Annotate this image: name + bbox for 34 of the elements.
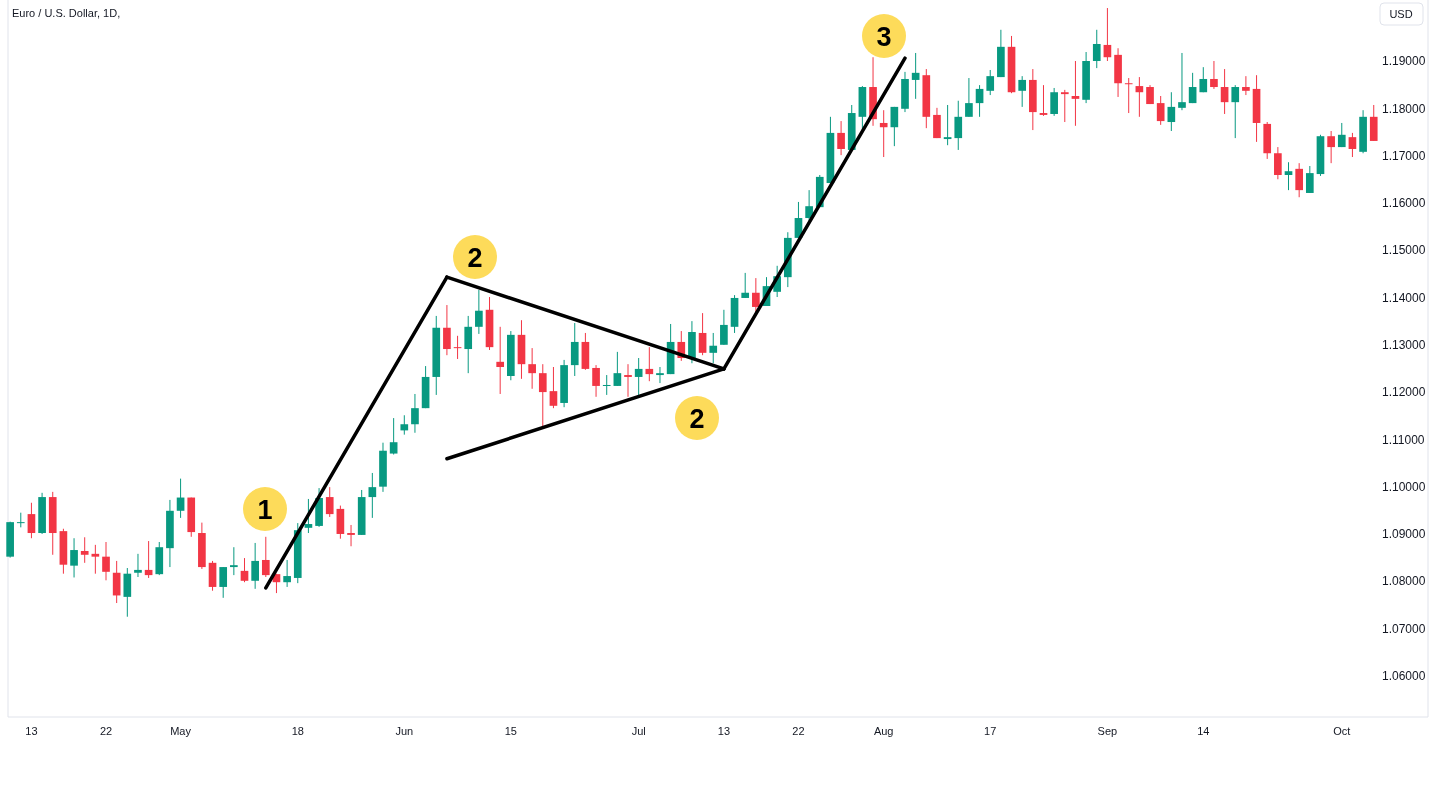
y-tick-label: 1.06000 xyxy=(1382,669,1426,684)
y-tick-label: 1.15000 xyxy=(1382,243,1426,258)
annotation: 2 xyxy=(467,242,483,273)
annotation: 2 xyxy=(689,403,705,434)
x-tick-label: Jul xyxy=(631,725,646,737)
y-tick-label: 1.07000 xyxy=(1382,621,1426,636)
y-tick-label: 1.11000 xyxy=(1382,432,1425,447)
y-tick-label: 1.09000 xyxy=(1382,527,1426,542)
x-tick-label: 15 xyxy=(504,725,517,737)
annotation: 1 xyxy=(257,494,273,525)
y-tick-label: 1.16000 xyxy=(1382,196,1426,211)
y-tick-label: 1.18000 xyxy=(1382,101,1426,116)
x-tick-label: 13 xyxy=(717,725,731,737)
x-tick-label: 13 xyxy=(25,725,38,737)
x-tick-label: Jun xyxy=(395,725,414,737)
x-tick-label: Aug xyxy=(873,725,894,737)
y-tick-label: 1.17000 xyxy=(1382,148,1426,163)
text: Euro / U.S. Dollar, 1D, xyxy=(12,7,121,19)
x-tick-label: 22 xyxy=(99,725,113,737)
annotation: 3 xyxy=(876,21,892,52)
x-tick-label: 22 xyxy=(792,725,805,737)
x-tick-label: 14 xyxy=(1197,725,1210,737)
x-tick-label: May xyxy=(170,725,192,737)
y-tick-label: 1.10000 xyxy=(1382,479,1426,494)
y-tick-label: 1.13000 xyxy=(1382,337,1426,352)
x-tick-label: 18 xyxy=(291,725,304,737)
x-tick-label: 17 xyxy=(984,725,997,737)
y-tick-label: 1.12000 xyxy=(1382,385,1426,400)
x-tick-label: Oct xyxy=(1333,725,1351,737)
x-tick-label: Sep xyxy=(1097,725,1118,737)
y-axis-title: USD xyxy=(1389,8,1413,20)
y-tick-label: 1.19000 xyxy=(1382,54,1426,69)
y-tick-label: 1.14000 xyxy=(1382,290,1426,305)
y-tick-label: 1.08000 xyxy=(1382,574,1426,589)
